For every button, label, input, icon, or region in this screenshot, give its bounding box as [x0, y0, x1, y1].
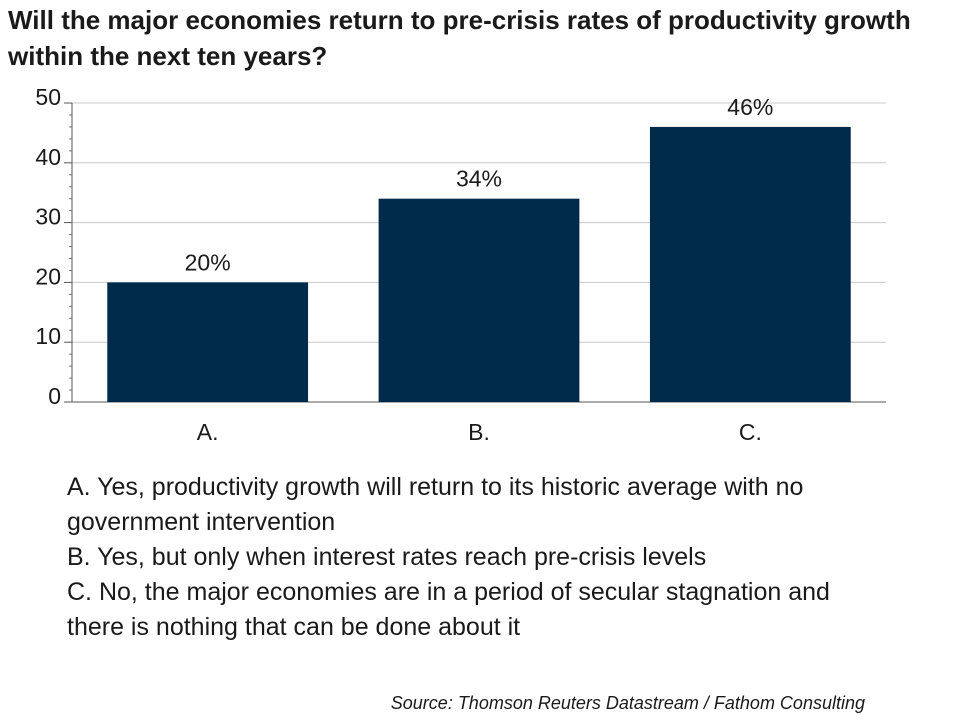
legend-line: there is nothing that can be done about …	[67, 613, 521, 641]
y-tick-label: 30	[35, 204, 61, 230]
chart-title: Will the major economies return to pre-c…	[8, 5, 911, 71]
legend-line: A. Yes, productivity growth will return …	[67, 473, 804, 501]
category-legend: A. Yes, productivity growth will return …	[67, 470, 927, 645]
bar	[107, 282, 309, 402]
legend-line: government intervention	[67, 508, 336, 536]
y-tick-label: 0	[48, 383, 61, 409]
legend-line: C. No, the major economies are in a peri…	[67, 578, 830, 606]
bar	[378, 198, 580, 402]
category-label: C.	[739, 419, 762, 445]
labels: 0 10 20 30 40 50 20% A. 34% B. 46% C.	[35, 84, 773, 445]
data-label: 46%	[727, 94, 773, 120]
y-tick-label: 40	[35, 144, 61, 170]
data-label: 34%	[456, 166, 502, 192]
bars	[107, 126, 851, 403]
y-tick-label: 50	[35, 84, 61, 110]
category-label: B.	[468, 419, 490, 445]
bar	[649, 126, 851, 403]
data-label: 20%	[185, 249, 231, 275]
source-note: Source: Thomson Reuters Datastream / Fat…	[390, 693, 865, 713]
y-tick-label: 10	[35, 323, 61, 349]
bar-chart: 0 10 20 30 40 50 20% A. 34% B. 46% C.	[35, 84, 886, 445]
category-label: A.	[197, 419, 219, 445]
legend-line: B. Yes, but only when interest rates rea…	[67, 543, 707, 571]
y-tick-label: 20	[35, 263, 61, 289]
